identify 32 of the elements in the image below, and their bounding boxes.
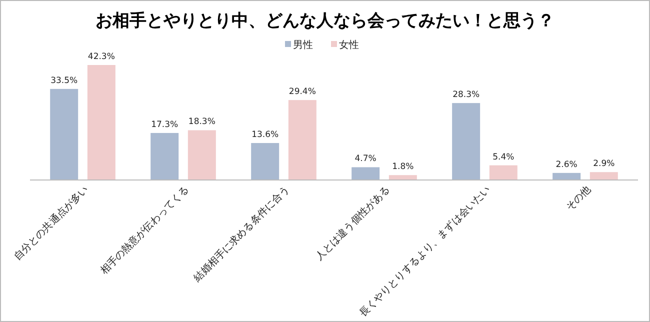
bar bbox=[552, 172, 581, 180]
bar bbox=[388, 175, 417, 180]
bar bbox=[489, 165, 518, 180]
data-label: 18.3% bbox=[188, 117, 216, 128]
data-label: 4.7% bbox=[354, 154, 376, 164]
data-label: 29.4% bbox=[288, 87, 316, 98]
data-label: 13.6% bbox=[252, 130, 279, 140]
bar bbox=[251, 143, 280, 180]
legend-label: 男性 bbox=[293, 39, 313, 51]
x-tick-label: 自分との共通点が多い bbox=[12, 184, 91, 263]
x-tick-label: 相手の熱意が伝わってくる bbox=[98, 184, 192, 277]
bar bbox=[50, 88, 78, 180]
bar bbox=[150, 132, 179, 180]
data-label: 2.9% bbox=[593, 159, 615, 170]
x-tick-label: 結婚相手に求める条件に合う bbox=[190, 184, 292, 285]
data-label: 28.3% bbox=[452, 90, 480, 100]
x-tick-label: その他 bbox=[564, 184, 594, 214]
data-label: 17.3% bbox=[151, 120, 178, 130]
data-label: 2.6% bbox=[556, 160, 578, 170]
bar bbox=[452, 103, 480, 180]
bar bbox=[188, 130, 216, 180]
bar bbox=[590, 172, 618, 180]
data-label: 33.5% bbox=[50, 76, 78, 86]
bar bbox=[87, 65, 116, 180]
data-label: 42.3% bbox=[88, 52, 115, 62]
data-label: 5.4% bbox=[492, 152, 514, 162]
data-label: 1.8% bbox=[392, 162, 414, 172]
chart-title: お相手とやりとり中、どんな人なら会ってみたい！と思う？ bbox=[96, 11, 554, 31]
bar bbox=[288, 100, 316, 180]
x-tick-label: 人とは違う個性がある bbox=[313, 184, 392, 263]
bar bbox=[352, 167, 380, 180]
legend-label: 女性 bbox=[339, 39, 359, 51]
